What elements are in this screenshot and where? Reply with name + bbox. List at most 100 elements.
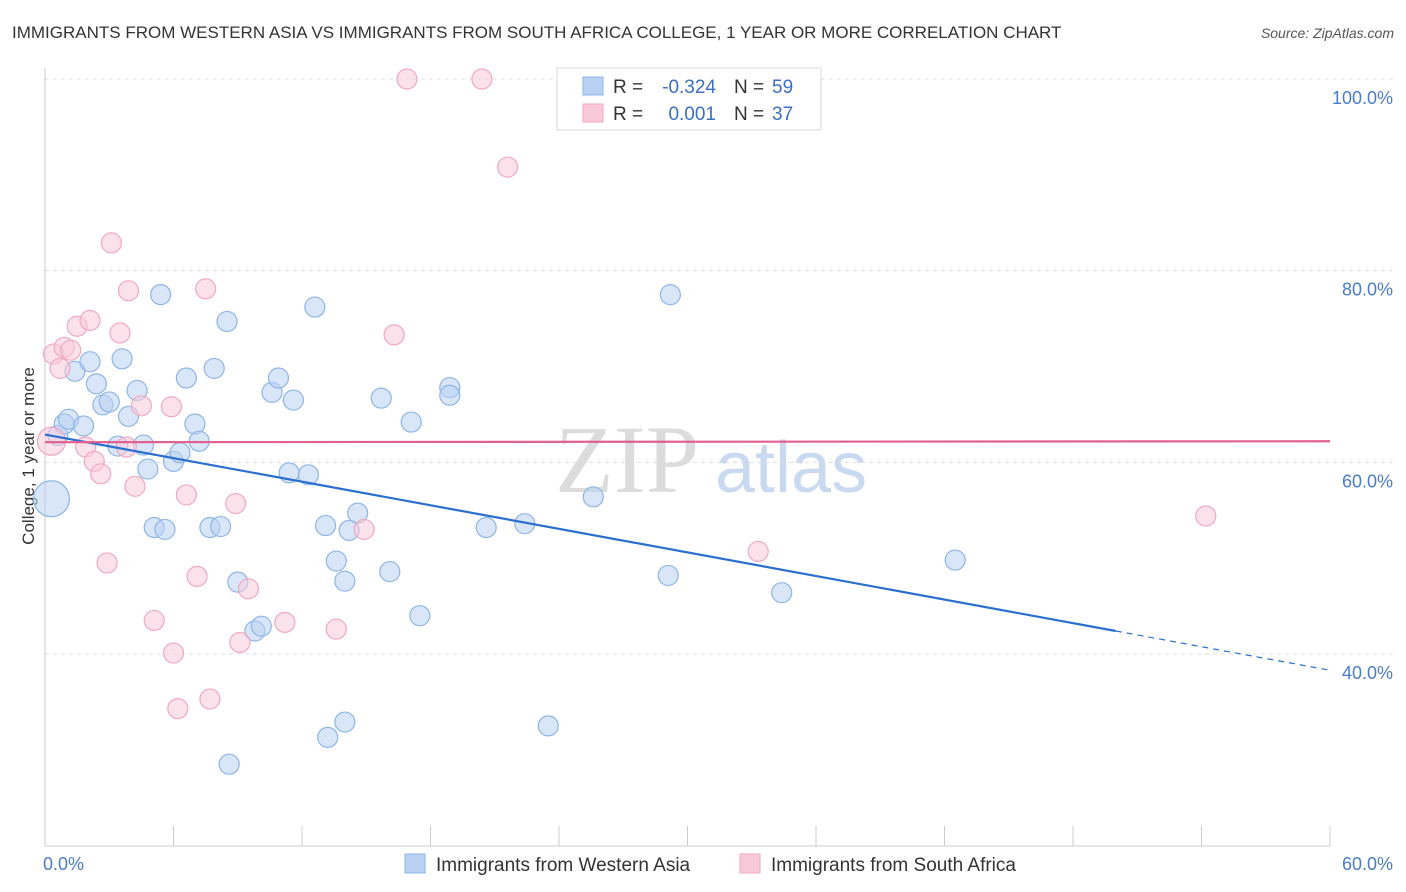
- data-point: [117, 280, 140, 302]
- bottom-legend-label-south-africa: Immigrants from South Africa: [771, 855, 1016, 876]
- data-point: [143, 609, 165, 632]
- data-point: [237, 578, 260, 600]
- x-tick-label-1: 60.0%: [1342, 854, 1393, 874]
- trend-line-extension-0: [1115, 630, 1331, 671]
- legend-r-value-1: 0.001: [668, 104, 716, 125]
- legend-n-value-0: 59: [772, 77, 793, 98]
- data-point: [657, 564, 679, 587]
- data-point: [582, 486, 604, 508]
- legend-n-value-1: 37: [772, 104, 793, 125]
- data-point: [659, 284, 681, 306]
- data-point: [497, 156, 519, 178]
- data-point: [175, 484, 197, 506]
- series-south-africa-points: [36, 68, 1217, 720]
- data-point: [771, 582, 793, 604]
- data-point: [60, 339, 82, 361]
- y-tick-label-100: 100.0%: [1332, 88, 1393, 108]
- data-point: [216, 310, 238, 333]
- y-tick-labels: 40.0% 60.0% 80.0% 100.0%: [1332, 88, 1393, 683]
- data-point: [98, 391, 120, 413]
- trend-line-0: [44, 433, 1117, 633]
- data-point: [471, 68, 493, 90]
- stats-legend: R = -0.324 N = 59 R = 0.001 N = 37: [556, 67, 822, 131]
- legend-n-label-0: N =: [734, 77, 764, 98]
- data-point: [162, 642, 185, 664]
- data-point: [439, 384, 461, 406]
- data-point: [186, 565, 208, 587]
- chart-source: Source: ZipAtlas.com: [1261, 25, 1394, 41]
- x-tick-label-0: 0.0%: [43, 854, 84, 874]
- data-point: [379, 560, 401, 583]
- data-point: [184, 413, 206, 435]
- legend-r-label-1: R =: [613, 104, 643, 125]
- legend-swatch-south-africa: [582, 103, 604, 123]
- data-point: [282, 389, 305, 411]
- data-point: [396, 68, 418, 90]
- x-axis-ticks: [44, 826, 1331, 846]
- data-point: [79, 309, 101, 332]
- data-point: [400, 411, 422, 433]
- trend-line-1: [44, 440, 1331, 444]
- data-point: [274, 611, 296, 633]
- chart-title: IMMIGRANTS FROM WESTERN ASIA VS IMMIGRAN…: [12, 23, 1061, 42]
- bottom-legend-swatch-western-asia: [404, 853, 426, 874]
- data-point: [314, 514, 337, 537]
- data-point: [267, 367, 290, 389]
- data-point: [150, 284, 172, 306]
- y-tick-label-40: 40.0%: [1342, 663, 1393, 683]
- bottom-legend-swatch-south-africa: [739, 853, 761, 874]
- data-point: [72, 415, 95, 437]
- data-point: [130, 395, 152, 417]
- data-point: [747, 540, 769, 563]
- data-point: [409, 605, 431, 627]
- data-point: [334, 570, 356, 592]
- data-point: [154, 518, 176, 541]
- data-point: [537, 715, 559, 737]
- data-point: [353, 518, 375, 541]
- y-tick-label-80: 80.0%: [1342, 280, 1393, 300]
- data-point: [325, 618, 347, 640]
- data-point: [199, 688, 221, 710]
- trend-lines: [44, 433, 1331, 671]
- data-point: [370, 387, 392, 409]
- data-point: [250, 615, 272, 637]
- data-point: [383, 324, 405, 346]
- data-point: [297, 464, 320, 486]
- data-point: [90, 463, 112, 485]
- data-point: [137, 458, 159, 480]
- data-point: [79, 351, 101, 373]
- bottom-legend-label-western-asia: Immigrants from Western Asia: [436, 855, 691, 876]
- legend-r-label-0: R =: [613, 77, 643, 98]
- data-point: [160, 396, 182, 418]
- data-point: [944, 549, 966, 571]
- gridlines: [45, 78, 1395, 655]
- data-point: [225, 492, 247, 515]
- data-point: [210, 515, 232, 538]
- watermark-zip: ZIP: [555, 406, 699, 513]
- watermark-atlas: atlas: [715, 428, 867, 508]
- legend-r-value-0: -0.324: [662, 77, 716, 98]
- data-point: [334, 711, 356, 733]
- data-point: [124, 475, 146, 497]
- data-point: [229, 631, 251, 654]
- data-point: [203, 357, 225, 380]
- y-tick-label-60: 60.0%: [1342, 471, 1393, 491]
- legend-swatch-western-asia: [582, 76, 604, 96]
- bottom-legend: Immigrants from Western Asia Immigrants …: [404, 853, 1016, 876]
- data-point: [167, 698, 189, 720]
- data-point: [111, 348, 133, 370]
- data-point: [109, 322, 131, 344]
- data-point: [96, 552, 118, 574]
- data-point: [218, 753, 240, 775]
- data-point: [317, 726, 339, 748]
- data-point: [475, 516, 497, 539]
- data-point: [325, 550, 347, 572]
- data-point: [304, 296, 326, 318]
- data-point: [115, 436, 137, 458]
- data-point: [100, 232, 122, 254]
- data-point: [49, 357, 71, 380]
- legend-n-label-1: N =: [734, 104, 764, 125]
- data-point: [195, 278, 217, 300]
- y-axis-label: College, 1 year or more: [19, 367, 38, 545]
